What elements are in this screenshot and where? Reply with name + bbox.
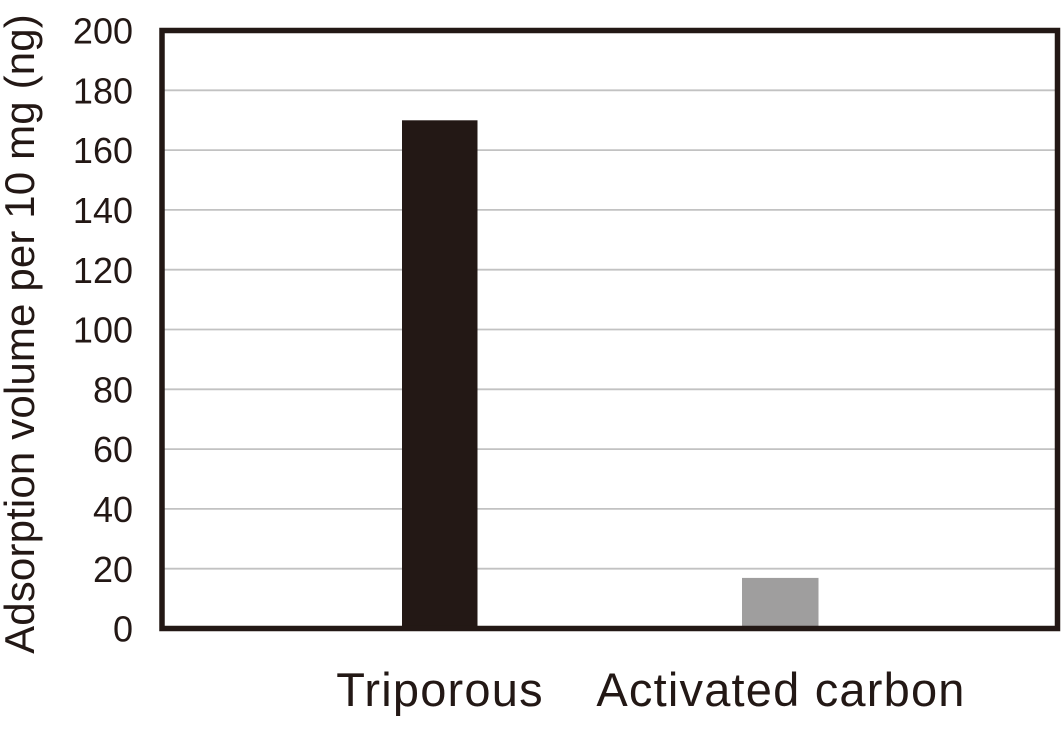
svg-text:80: 80 — [93, 369, 133, 410]
svg-text:Triporous: Triporous — [336, 663, 544, 716]
svg-text:160: 160 — [73, 130, 133, 171]
svg-text:100: 100 — [73, 310, 133, 351]
svg-text:0: 0 — [113, 609, 133, 650]
svg-text:Adsorption volume per 10 mg (n: Adsorption volume per 10 mg (ng) — [0, 14, 43, 654]
svg-text:Activated carbon: Activated carbon — [596, 663, 965, 716]
svg-text:140: 140 — [73, 190, 133, 231]
svg-text:200: 200 — [73, 11, 133, 52]
svg-text:120: 120 — [73, 250, 133, 291]
svg-text:40: 40 — [93, 489, 133, 530]
svg-text:20: 20 — [93, 549, 133, 590]
svg-text:60: 60 — [93, 429, 133, 470]
svg-text:180: 180 — [73, 70, 133, 111]
